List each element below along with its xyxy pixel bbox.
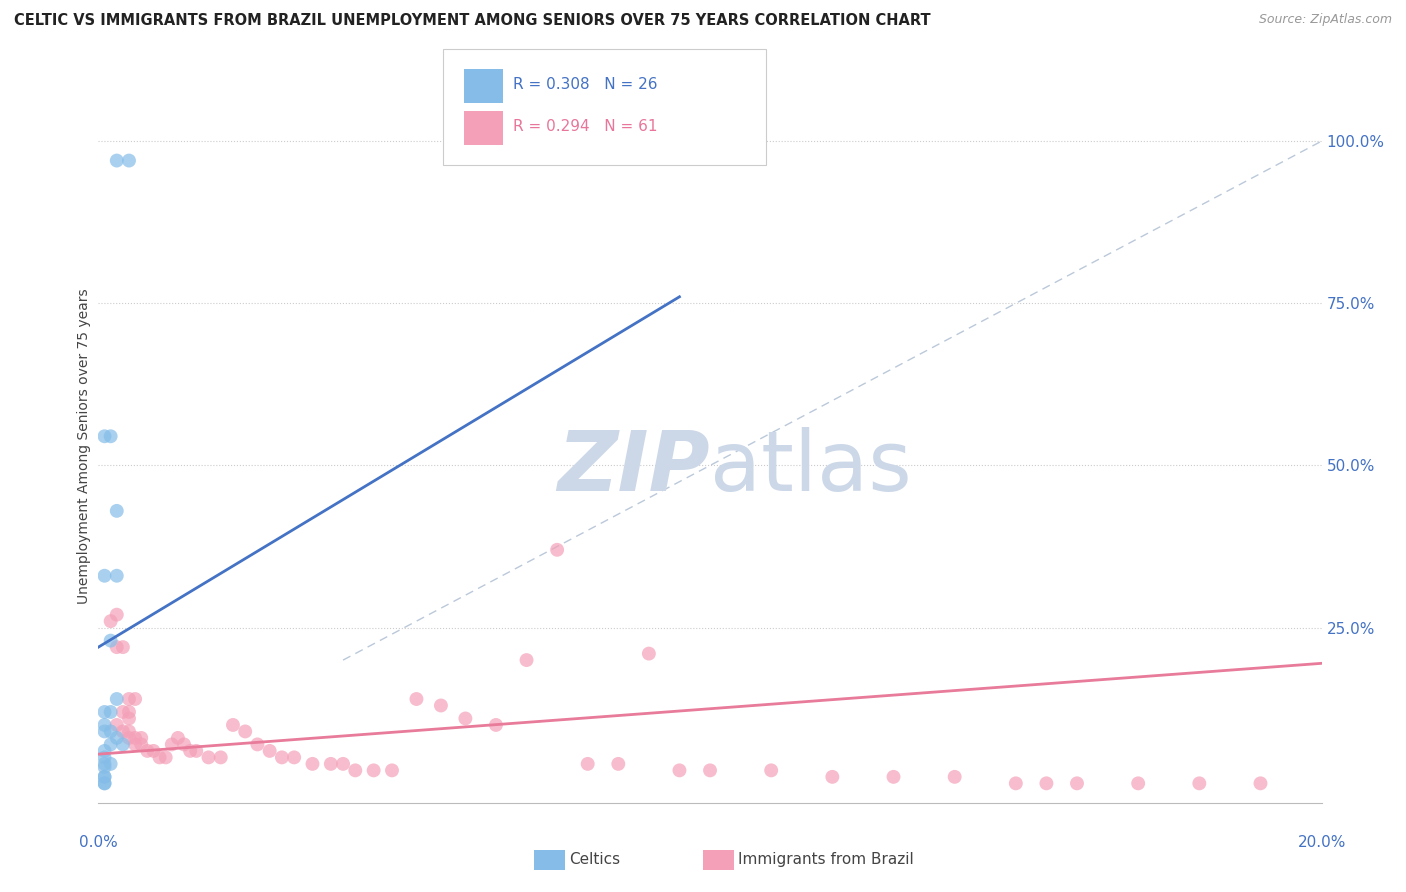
Point — [105, 640, 128, 654]
Point — [699, 764, 721, 778]
Point — [883, 770, 905, 784]
Point — [233, 724, 256, 739]
Point — [283, 750, 305, 764]
Point — [118, 153, 141, 168]
Text: CELTIC VS IMMIGRANTS FROM BRAZIL UNEMPLOYMENT AMONG SENIORS OVER 75 YEARS CORREL: CELTIC VS IMMIGRANTS FROM BRAZIL UNEMPLO… — [14, 13, 931, 29]
Y-axis label: Unemployment Among Seniors over 75 years: Unemployment Among Seniors over 75 years — [77, 288, 91, 604]
Point — [546, 542, 568, 557]
Point — [129, 738, 152, 752]
Point — [118, 711, 141, 725]
Point — [430, 698, 453, 713]
Point — [105, 731, 128, 745]
Point — [173, 738, 195, 752]
Point — [118, 705, 141, 719]
Point — [259, 744, 281, 758]
Point — [129, 731, 152, 745]
Point — [344, 764, 367, 778]
Point — [93, 724, 115, 739]
Point — [124, 731, 146, 745]
Point — [1035, 776, 1057, 790]
Point — [118, 692, 141, 706]
Point — [1004, 776, 1026, 790]
Point — [197, 750, 219, 764]
Point — [111, 640, 134, 654]
Point — [111, 724, 134, 739]
Point — [821, 770, 844, 784]
Point — [105, 153, 128, 168]
Point — [576, 756, 599, 771]
Text: Immigrants from Brazil: Immigrants from Brazil — [738, 853, 914, 867]
Point — [124, 738, 146, 752]
Point — [142, 744, 165, 758]
Point — [93, 756, 115, 771]
Point — [100, 429, 122, 443]
Point — [270, 750, 292, 764]
Point — [105, 568, 128, 582]
Text: ZIP: ZIP — [557, 427, 710, 508]
Point — [607, 756, 630, 771]
Point — [381, 764, 404, 778]
Point — [186, 744, 208, 758]
Point — [405, 692, 427, 706]
Point — [943, 770, 966, 784]
Point — [1249, 776, 1271, 790]
Point — [516, 653, 538, 667]
Point — [105, 718, 128, 732]
Point — [160, 738, 183, 752]
Point — [93, 744, 115, 758]
Point — [100, 738, 122, 752]
Point — [105, 607, 128, 622]
Point — [93, 770, 115, 784]
Point — [100, 705, 122, 719]
Point — [1128, 776, 1150, 790]
Point — [301, 756, 323, 771]
Point — [93, 718, 115, 732]
Text: 0.0%: 0.0% — [79, 836, 118, 850]
Text: R = 0.308   N = 26: R = 0.308 N = 26 — [513, 78, 658, 92]
Point — [149, 750, 172, 764]
Text: atlas: atlas — [710, 427, 911, 508]
Point — [93, 568, 115, 582]
Point — [1188, 776, 1211, 790]
Point — [637, 647, 661, 661]
Point — [100, 614, 122, 628]
Point — [363, 764, 385, 778]
Point — [332, 756, 354, 771]
Point — [485, 718, 508, 732]
Point — [179, 744, 201, 758]
Point — [111, 705, 134, 719]
Point — [93, 770, 115, 784]
Point — [454, 711, 477, 725]
Point — [155, 750, 177, 764]
Point — [136, 744, 159, 758]
Point — [93, 750, 115, 764]
Point — [319, 756, 342, 771]
Point — [100, 756, 122, 771]
Text: Source: ZipAtlas.com: Source: ZipAtlas.com — [1258, 13, 1392, 27]
Text: 20.0%: 20.0% — [1298, 836, 1346, 850]
Point — [105, 504, 128, 518]
Point — [93, 776, 115, 790]
Point — [1066, 776, 1088, 790]
Point — [246, 738, 269, 752]
Point — [209, 750, 232, 764]
Point — [124, 692, 146, 706]
Point — [93, 705, 115, 719]
Point — [167, 731, 190, 745]
Point — [668, 764, 690, 778]
Point — [111, 738, 134, 752]
Point — [105, 692, 128, 706]
Text: Celtics: Celtics — [569, 853, 620, 867]
Point — [93, 776, 115, 790]
Point — [222, 718, 245, 732]
Point — [118, 731, 141, 745]
Point — [93, 429, 115, 443]
Point — [100, 633, 122, 648]
Text: R = 0.294   N = 61: R = 0.294 N = 61 — [513, 120, 658, 134]
Point — [118, 724, 141, 739]
Point — [93, 760, 115, 774]
Point — [100, 724, 122, 739]
Point — [759, 764, 782, 778]
